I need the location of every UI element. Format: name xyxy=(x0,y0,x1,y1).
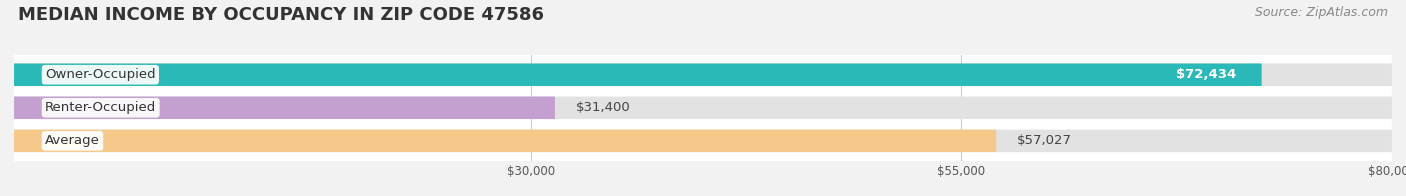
FancyBboxPatch shape xyxy=(14,130,997,152)
FancyBboxPatch shape xyxy=(14,97,555,119)
FancyBboxPatch shape xyxy=(14,64,1392,86)
FancyBboxPatch shape xyxy=(14,64,1261,86)
Text: Average: Average xyxy=(45,134,100,147)
Text: $57,027: $57,027 xyxy=(1017,134,1071,147)
Text: Source: ZipAtlas.com: Source: ZipAtlas.com xyxy=(1254,6,1388,19)
Text: $72,434: $72,434 xyxy=(1175,68,1236,81)
FancyBboxPatch shape xyxy=(14,130,1392,152)
Text: MEDIAN INCOME BY OCCUPANCY IN ZIP CODE 47586: MEDIAN INCOME BY OCCUPANCY IN ZIP CODE 4… xyxy=(18,6,544,24)
Text: Renter-Occupied: Renter-Occupied xyxy=(45,101,156,114)
FancyBboxPatch shape xyxy=(14,97,1392,119)
Text: $31,400: $31,400 xyxy=(575,101,630,114)
Text: Owner-Occupied: Owner-Occupied xyxy=(45,68,156,81)
